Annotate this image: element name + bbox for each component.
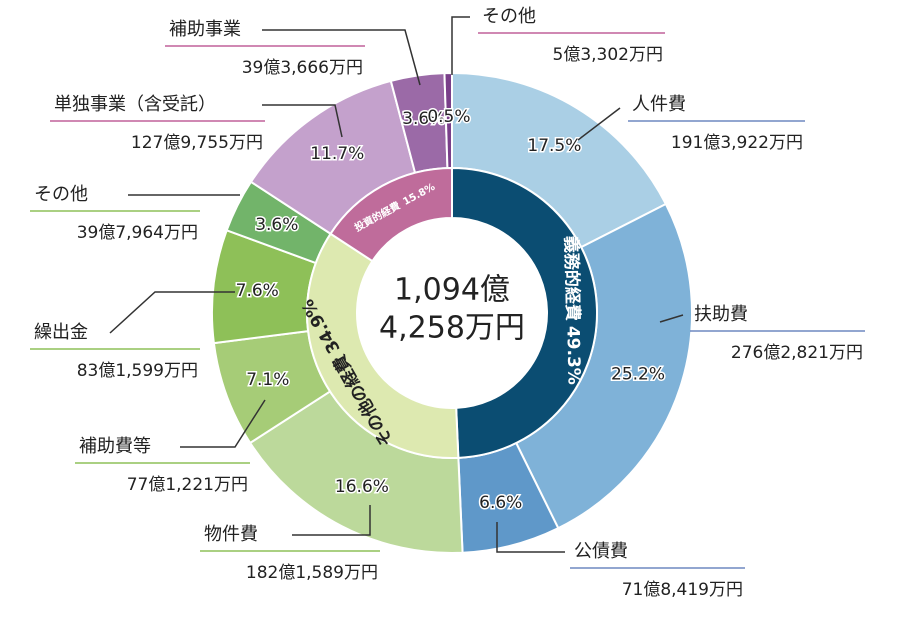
amount-label: 39億7,964万円	[77, 223, 198, 243]
donut-segment	[306, 232, 460, 459]
center-label: 1,094億	[394, 273, 510, 308]
category-label: 補助事業	[169, 19, 241, 40]
amount-label: 127億9,755万円	[131, 133, 263, 153]
amount-label: 191億3,922万円	[671, 133, 803, 153]
leader-line	[659, 314, 684, 323]
value-label: 11.7%	[310, 144, 364, 164]
category-label: 扶助費	[694, 304, 748, 325]
leader-line	[180, 399, 266, 448]
amount-label: 77億1,221万円	[127, 475, 248, 495]
inner-value: 49.3%	[562, 326, 583, 385]
value-label: 16.6%	[335, 477, 389, 497]
leader-line	[262, 29, 421, 86]
inner-category: 義務的経費	[560, 236, 583, 321]
category-label: その他	[34, 184, 88, 205]
value-label: 3.6%	[255, 215, 298, 235]
leader-line	[109, 291, 235, 334]
leader-line	[292, 505, 371, 536]
leader-line	[451, 16, 470, 75]
value-label: 7.6%	[236, 281, 279, 301]
amount-label: 182億1,589万円	[246, 563, 378, 583]
amount-label: 39億3,666万円	[242, 58, 363, 78]
value-label: 17.5%	[527, 136, 581, 156]
category-label: 補助費等	[79, 436, 151, 457]
inner-label: 義務的経費 49.3%	[560, 236, 584, 385]
amount-label: 276億2,821万円	[731, 343, 863, 363]
category-label: 繰出金	[34, 322, 88, 343]
amount-label: 71億8,419万円	[622, 580, 743, 600]
value-label: 25.2%	[611, 365, 665, 385]
amount-label: 83億1,599万円	[77, 361, 198, 381]
value-label: 7.1%	[246, 370, 289, 390]
donut-segment	[451, 166, 598, 459]
category-label: 物件費	[204, 524, 258, 545]
category-label: 単独事業（含受託）	[54, 94, 216, 115]
value-label: 3.6%	[402, 109, 445, 129]
leader-line	[496, 522, 565, 553]
category-label: その他	[482, 6, 536, 27]
center-hole	[358, 219, 546, 407]
value-label: 6.6%	[479, 493, 522, 513]
value-label: 0.5%	[427, 107, 470, 127]
donut-segment	[329, 166, 453, 263]
amount-label: 5億3,302万円	[553, 45, 663, 65]
category-label: 人件費	[632, 94, 686, 115]
leader-line	[577, 107, 621, 141]
leader-line	[262, 104, 343, 138]
center-label: 4,258万円	[379, 311, 525, 346]
category-label: 公債費	[574, 541, 628, 562]
